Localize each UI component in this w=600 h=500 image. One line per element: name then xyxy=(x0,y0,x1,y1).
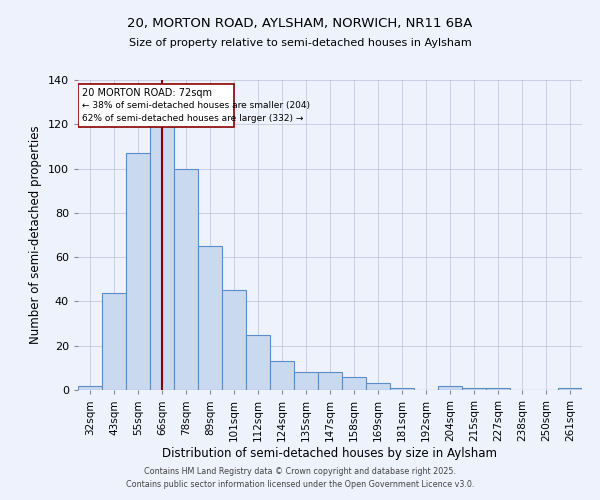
Text: 20 MORTON ROAD: 72sqm: 20 MORTON ROAD: 72sqm xyxy=(82,88,212,98)
Text: Size of property relative to semi-detached houses in Aylsham: Size of property relative to semi-detach… xyxy=(128,38,472,48)
Bar xyxy=(174,168,198,390)
Bar xyxy=(318,372,342,390)
Text: Contains public sector information licensed under the Open Government Licence v3: Contains public sector information licen… xyxy=(126,480,474,489)
Text: 20, MORTON ROAD, AYLSHAM, NORWICH, NR11 6BA: 20, MORTON ROAD, AYLSHAM, NORWICH, NR11 … xyxy=(127,18,473,30)
Y-axis label: Number of semi-detached properties: Number of semi-detached properties xyxy=(29,126,42,344)
Bar xyxy=(486,388,510,390)
Text: ← 38% of semi-detached houses are smaller (204): ← 38% of semi-detached houses are smalle… xyxy=(82,101,310,110)
X-axis label: Distribution of semi-detached houses by size in Aylsham: Distribution of semi-detached houses by … xyxy=(163,446,497,460)
Bar xyxy=(198,246,222,390)
Bar xyxy=(150,124,174,390)
Bar xyxy=(102,292,126,390)
Bar xyxy=(390,388,414,390)
Bar xyxy=(366,384,390,390)
Text: 62% of semi-detached houses are larger (332) →: 62% of semi-detached houses are larger (… xyxy=(82,114,303,124)
Bar xyxy=(246,334,270,390)
Bar xyxy=(438,386,462,390)
Bar xyxy=(270,361,294,390)
Bar xyxy=(222,290,246,390)
Bar xyxy=(126,153,150,390)
Bar xyxy=(558,388,582,390)
Bar xyxy=(462,388,486,390)
FancyBboxPatch shape xyxy=(78,84,234,126)
Bar xyxy=(342,376,366,390)
Bar xyxy=(294,372,318,390)
Bar xyxy=(78,386,102,390)
Text: Contains HM Land Registry data © Crown copyright and database right 2025.: Contains HM Land Registry data © Crown c… xyxy=(144,467,456,476)
